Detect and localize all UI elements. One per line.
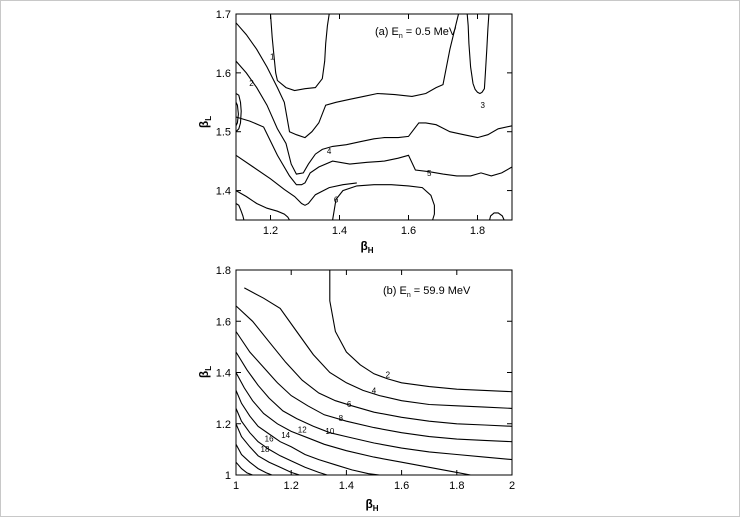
panel-b-x-tick-label: 1 [233,480,239,492]
panel-b-y-tick-label: 1.6 [216,316,231,328]
panel-a-y-tick-label: 1.4 [216,186,231,198]
panel-a-contour-line-unlabeled-11 [489,212,505,221]
panel-b-x-tick-label: 1.4 [339,480,354,492]
panel-b-x-axis-label: βH [365,497,378,513]
panel-a-x-tick-label: 1.4 [332,225,347,237]
panel-a-x-tick-label: 1.8 [470,225,485,237]
panel-a-x-tick-label: 1.6 [401,225,416,237]
panel-b-x-tick-label: 1.6 [394,480,409,492]
panel-b-contour-label-18: 18 [261,445,270,454]
panel-a-contour-line-unlabeled-9 [235,102,239,127]
panel-b-ticks: 1 1.2 1.4 1.6 1.8 2 1 1.2 1.4 1.6 1.8 [216,265,515,492]
panel-b-x-tick-label: 1.8 [449,480,464,492]
panel-a-contour-label-1: 1 [270,52,275,61]
panel-a-contour-label-4: 4 [327,147,332,156]
panel-a-ticks: 1.2 1.4 1.6 1.8 1.4 1.5 1.6 1.7 [216,9,512,237]
panel-b-contour-line-12 [235,372,471,476]
panel-b-contour-label-4: 4 [372,387,377,396]
panel-a-contour-label-5: 5 [427,169,432,178]
panel-b-plot-area [235,269,513,476]
panel-a-y-axis-label: βL [197,116,213,128]
panel-b-x-tick-label: 1.2 [284,480,299,492]
panel-b-y-axis-label: βL [197,366,213,378]
panel-a-contour-line-4 [235,60,513,175]
panel-b-y-tick-label: 1.8 [216,265,231,277]
panel-b-y-tick-label: 1.2 [216,419,231,431]
panel-a-x-axis-label: βH [360,239,373,255]
panel-a-contour-labels: 1 2 3 4 5 6 [249,52,485,204]
panel-b-contour-line-2 [329,270,513,393]
panel-b-contour-label-6: 6 [347,400,352,409]
panel-a-contour-line-3 [466,13,490,95]
panel-b-contours [235,270,513,476]
panel-b-y-tick-label: 1.4 [216,368,231,380]
panel-a-contour-line-unlabeled-8 [235,93,242,133]
panel-b-contour-line-18 [235,423,300,476]
panel-b-contour-line-16 [235,408,328,476]
panel-b-contour-line-4 [244,287,513,409]
panel-a-plot-area [235,13,513,221]
panel-a-y-tick-label: 1.7 [216,9,231,21]
panel-a-contour-label-2: 2 [249,79,254,88]
panel-b-title: (b) En = 59.9 MeV [383,285,471,299]
panel-a-contour-line-unlabeled-10 [235,203,245,221]
panel-a-contour-label-6: 6 [334,195,339,204]
panel-b-contour-label-16: 16 [265,435,274,444]
panel-a-contour-label-3: 3 [480,101,485,110]
panel-a-contour-line-6 [332,184,435,221]
panel-b-y-tick-label: 1 [225,470,231,482]
panel-b-x-tick-label: 2 [509,480,515,492]
panel-a-contour-line-1 [269,13,330,92]
panel-b-contour-line-unlabeled-10 [235,461,253,476]
panel-b-contour-label-10: 10 [325,427,334,436]
panel-a-x-tick-label: 1.2 [263,225,278,237]
panel-b-contour-label-8: 8 [339,414,344,423]
panel-a-contour-line-unlabeled-5 [235,154,357,206]
panel-a-contour-line-2 [235,13,460,139]
panel-a-contour-line-unlabeled-7 [235,190,290,221]
panel-b-contour-label-14: 14 [281,431,290,440]
panel-a-contours [235,13,513,221]
panel-b: 1 1.2 1.4 1.6 1.8 211.21.41.61.8 246810121416… [197,265,515,513]
panel-b-contour-line-10 [235,351,513,461]
panel-a-y-tick-label: 1.5 [216,127,231,139]
panel-a-title: (a) En = 0.5 MeV [375,26,457,40]
panel-a-y-tick-label: 1.6 [216,68,231,80]
panel-a-contour-line-5 [235,116,513,186]
panel-b-contour-label-12: 12 [298,426,307,435]
panel-b-contour-line-14 [235,390,380,476]
panel-b-contour-line-6 [235,305,513,427]
panel-b-contour-label-2: 2 [386,371,391,380]
panel-b-contour-line-8 [235,331,513,443]
panel-b-contour-line-unlabeled-9 [235,444,273,476]
panel-a: 1.2 1.4 1.6 1.8 1.4 1.5 1.6 1.7 1 2 3 4 5 6 (a) En =… [197,9,513,255]
